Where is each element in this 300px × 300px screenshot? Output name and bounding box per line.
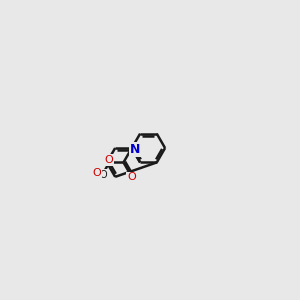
- Text: O: O: [99, 170, 107, 180]
- Text: O: O: [104, 155, 113, 165]
- Text: O: O: [92, 168, 101, 178]
- Text: O: O: [127, 172, 136, 182]
- Text: N: N: [130, 143, 140, 156]
